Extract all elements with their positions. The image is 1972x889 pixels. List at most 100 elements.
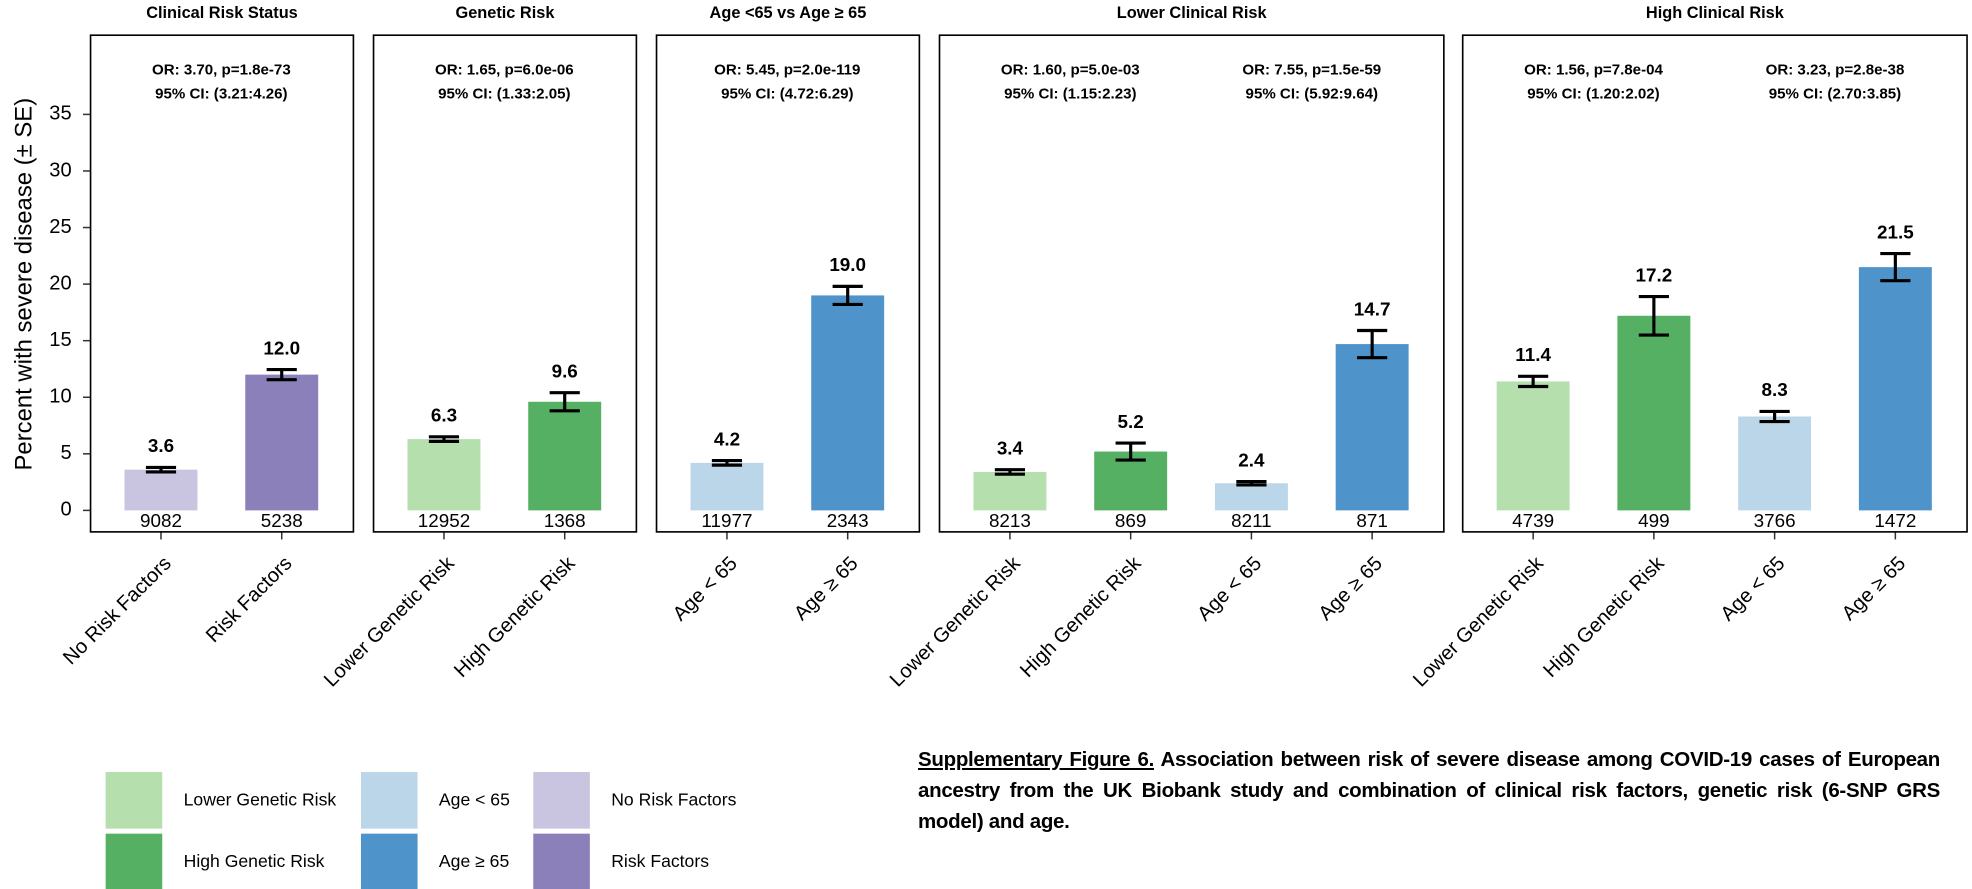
value-label: 3.6 (148, 435, 174, 456)
y-axis-label: Percent with severe disease (± SE) (10, 98, 37, 471)
error-bar (832, 284, 863, 307)
legend-label: High Genetic Risk (184, 851, 325, 871)
error-bar (1357, 328, 1388, 360)
count-label: 8211 (1231, 510, 1272, 531)
error-bar (711, 459, 743, 467)
value-label: 14.7 (1354, 298, 1391, 319)
annotation: 95% CI: (4.72:6.29) (721, 85, 853, 102)
count-label: 1472 (1874, 510, 1916, 531)
panel-frame (372, 34, 638, 533)
panel-frame (89, 34, 355, 533)
bar (811, 295, 885, 511)
value-label: 9.6 (552, 361, 578, 382)
y-tick-label: 0 (61, 499, 72, 521)
bar (690, 462, 764, 511)
annotation: OR: 1.56, p=7.8e-04 (1524, 61, 1663, 78)
panel-frame (1461, 34, 1968, 533)
error-bar (1115, 441, 1146, 462)
caption-label: Supplementary Figure 6. (918, 748, 1154, 771)
error-bar (266, 367, 297, 382)
count-label: 2343 (827, 510, 869, 531)
value-label: 6.3 (431, 405, 457, 426)
x-tick-label: High Genetic Risk (450, 552, 580, 682)
value-label: 3.4 (997, 438, 1024, 459)
caption: Supplementary Figure 6. Association betw… (918, 744, 1940, 837)
count-label: 11977 (701, 510, 752, 531)
bar (1858, 267, 1932, 511)
y-tick-label: 35 (49, 103, 71, 125)
error-bar (1759, 409, 1790, 424)
count-label: 8213 (989, 510, 1031, 531)
panel-title: Clinical Risk Status (146, 4, 298, 22)
error-bar (1518, 374, 1549, 389)
x-tick-label: Age ≥ 65 (1315, 553, 1387, 625)
legend-swatch (105, 833, 163, 889)
legend-swatch (360, 833, 418, 889)
count-label: 871 (1356, 510, 1387, 531)
count-label: 5238 (261, 510, 303, 531)
value-label: 8.3 (1762, 379, 1788, 400)
count-label: 1368 (544, 510, 586, 531)
annotation: OR: 3.70, p=1.8e-73 (152, 61, 291, 78)
bar (124, 469, 198, 511)
y-tick-label: 10 (49, 386, 71, 408)
annotation: OR: 3.23, p=2.8e-38 (1766, 61, 1905, 78)
legend-label: Age ≥ 65 (439, 851, 510, 871)
x-tick-label: Lower Genetic Risk (320, 552, 460, 691)
panel-frame (938, 34, 1445, 533)
legend-label: No Risk Factors (611, 790, 736, 810)
panel-title: High Clinical Risk (1646, 4, 1785, 22)
x-tick-label: Lower Genetic Risk (886, 552, 1026, 691)
count-label: 12952 (418, 510, 470, 531)
bar (1335, 344, 1409, 511)
caption-text: Association between risk of severe disea… (918, 748, 1940, 833)
y-tick-label: 25 (49, 216, 71, 238)
annotation: 95% CI: (5.92:9.64) (1246, 85, 1378, 102)
legend-swatch (533, 772, 590, 829)
legend-swatch (533, 833, 590, 889)
legend-label: Risk Factors (611, 851, 709, 871)
legend-swatch (360, 772, 418, 829)
count-label: 4739 (1512, 510, 1554, 531)
y-tick-label: 20 (49, 272, 71, 294)
annotation: OR: 1.60, p=5.0e-03 (1001, 61, 1140, 78)
bar (1214, 483, 1288, 511)
panel-title: Age <65 vs Age ≥ 65 (710, 4, 867, 22)
x-tick-label: Age ≥ 65 (1838, 553, 1910, 625)
panel-title: Lower Clinical Risk (1117, 4, 1268, 22)
error-bar (1880, 251, 1911, 283)
count-label: 3766 (1754, 510, 1796, 531)
error-bar (549, 391, 580, 413)
value-label: 5.2 (1118, 411, 1144, 432)
error-bar (994, 468, 1026, 476)
value-label: 17.2 (1636, 264, 1673, 285)
x-tick-label: Age < 65 (1717, 553, 1790, 626)
x-tick-label: Age < 65 (1193, 553, 1266, 626)
count-label: 499 (1638, 510, 1669, 531)
annotation: OR: 7.55, p=1.5e-59 (1242, 61, 1381, 78)
annotation: OR: 5.45, p=2.0e-119 (714, 61, 860, 78)
y-tick-label: 15 (49, 329, 71, 351)
annotation: 95% CI: (2.70:3.85) (1769, 85, 1901, 102)
error-bar (1638, 294, 1669, 337)
bar (973, 471, 1047, 511)
value-label: 2.4 (1238, 449, 1265, 470)
annotation: 95% CI: (1.33:2.05) (438, 85, 570, 102)
value-label: 21.5 (1877, 221, 1914, 242)
annotation: 95% CI: (3.21:4.26) (155, 85, 287, 102)
bar (528, 401, 602, 511)
bar (407, 439, 481, 511)
error-bar (1236, 479, 1267, 487)
legend-label: Age < 65 (439, 790, 510, 810)
annotation: 95% CI: (1.15:2.23) (1004, 85, 1136, 102)
x-tick-label: Age < 65 (669, 553, 742, 626)
value-label: 19.0 (829, 254, 866, 275)
y-tick-label: 30 (49, 159, 71, 181)
annotation: 95% CI: (1.20:2.02) (1527, 85, 1659, 102)
x-tick-label: Risk Factors (202, 553, 297, 648)
y-tick-label: 5 (61, 442, 72, 464)
count-label: 869 (1115, 510, 1146, 531)
annotation: OR: 1.65, p=6.0e-06 (435, 61, 574, 78)
